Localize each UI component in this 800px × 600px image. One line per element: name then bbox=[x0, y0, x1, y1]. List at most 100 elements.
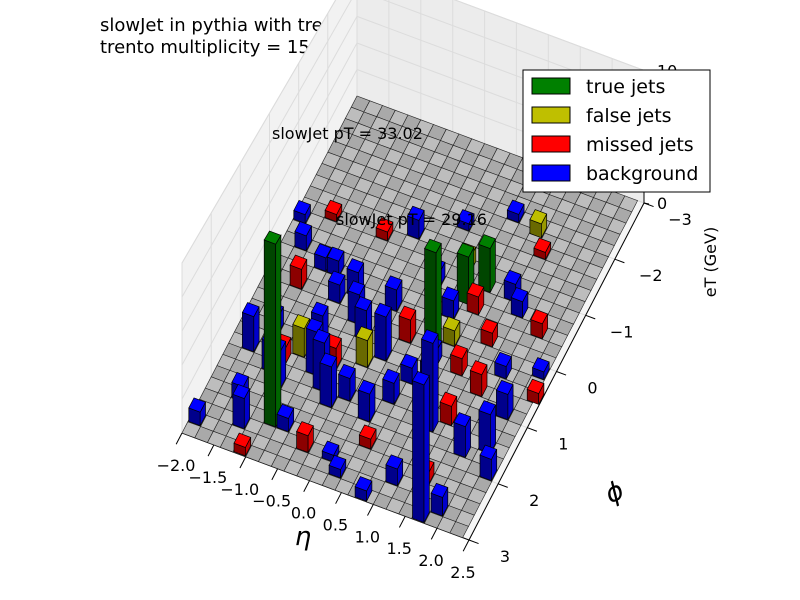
bar-face-top bbox=[478, 234, 496, 250]
bar-face-top bbox=[289, 254, 308, 270]
bar-face-top bbox=[374, 302, 392, 318]
z-axis-label: eT (GeV) bbox=[701, 227, 720, 297]
bar-background bbox=[382, 368, 400, 405]
x-tick-mark bbox=[239, 456, 247, 469]
x-tick-mark bbox=[430, 527, 438, 540]
bar-background bbox=[478, 400, 497, 454]
bar-face-top bbox=[326, 246, 345, 262]
bar-face-top bbox=[358, 424, 377, 440]
bar-face-top bbox=[384, 275, 403, 291]
bar-missed-jets bbox=[398, 305, 417, 344]
legend-entry-false-jets: false jets bbox=[531, 105, 672, 127]
bar-missed-jets bbox=[358, 424, 377, 450]
bar-face-top bbox=[420, 329, 439, 344]
x-tick-label: −2.0 bbox=[157, 456, 196, 475]
bar-face-top bbox=[478, 400, 497, 416]
y-tick-label: −1 bbox=[610, 322, 634, 341]
bar-face-top bbox=[398, 305, 417, 321]
legend-label-true-jets: true jets bbox=[586, 76, 665, 98]
bar-face-front bbox=[319, 362, 332, 409]
x-tick-mark bbox=[462, 539, 470, 552]
bar-face-top bbox=[232, 383, 251, 400]
bar-missed-jets bbox=[233, 432, 252, 457]
x-tick-label: 1.0 bbox=[355, 527, 380, 546]
bar-missed-jets bbox=[533, 237, 552, 260]
bar-background bbox=[453, 412, 472, 459]
bar-missed-jets bbox=[450, 344, 468, 377]
y-tick-label: 2 bbox=[529, 491, 539, 510]
bar-face-front bbox=[374, 312, 387, 362]
bar-face-front bbox=[478, 243, 491, 294]
bar-background bbox=[188, 397, 206, 427]
bar-face-top bbox=[453, 412, 472, 428]
bar-face-front bbox=[357, 389, 371, 423]
bar-face-top bbox=[276, 403, 295, 419]
x-axis-label: η bbox=[295, 522, 311, 552]
x-tick-label: −1.5 bbox=[188, 468, 227, 487]
bar-face-top bbox=[442, 316, 461, 332]
bar-face-top bbox=[510, 287, 529, 303]
bar-face-top bbox=[241, 302, 260, 318]
bar-missed-jets bbox=[526, 378, 545, 405]
bar-face-top bbox=[532, 357, 550, 373]
y-tick-label: 1 bbox=[558, 435, 568, 454]
bar-background bbox=[400, 353, 418, 385]
bar-face-top bbox=[321, 440, 340, 456]
bar-missed-jets bbox=[469, 360, 488, 398]
bar-background bbox=[241, 302, 260, 353]
legend-label-false-jets: false jets bbox=[586, 105, 672, 127]
bar-face-top bbox=[312, 328, 331, 344]
y-tick-label: 3 bbox=[500, 547, 510, 566]
bar-face-top bbox=[526, 378, 545, 395]
bar-background bbox=[407, 205, 425, 240]
bar-face-top bbox=[263, 230, 282, 245]
y-tick-mark bbox=[497, 483, 508, 488]
bar-face-top bbox=[479, 444, 498, 460]
bars-group bbox=[188, 199, 552, 524]
bar-face-top bbox=[480, 318, 499, 334]
legend-entry-background: background bbox=[531, 163, 698, 185]
bar-background bbox=[374, 302, 392, 362]
bar-missed-jets bbox=[289, 254, 308, 290]
bar-face-top bbox=[506, 199, 525, 215]
bar-face-top bbox=[450, 344, 468, 360]
bar-face-top bbox=[495, 379, 514, 395]
bar-background bbox=[385, 454, 404, 487]
bar-missed-jets bbox=[466, 282, 485, 316]
bar-face-top bbox=[357, 379, 376, 395]
x-tick-mark bbox=[175, 432, 183, 445]
bar-background bbox=[411, 370, 430, 524]
bar-face-front bbox=[232, 393, 245, 430]
bar-background bbox=[430, 482, 449, 517]
bar-face-top bbox=[296, 421, 314, 437]
bar-background bbox=[327, 270, 346, 305]
bar-face-top bbox=[382, 368, 400, 384]
bar-face-top bbox=[354, 476, 373, 492]
bar-false-jets bbox=[355, 326, 374, 368]
y-tick-label: −2 bbox=[639, 266, 663, 285]
bar-missed-jets bbox=[530, 309, 549, 340]
bar-face-top bbox=[533, 237, 552, 253]
bar-background bbox=[441, 286, 460, 320]
bar-background bbox=[357, 379, 376, 423]
bar-background bbox=[510, 287, 529, 319]
bar-background bbox=[532, 357, 550, 381]
annotation-jet-2: slowJet pT = 29.16 bbox=[336, 210, 487, 229]
bar-face-top bbox=[292, 314, 311, 330]
bar-false-jets bbox=[529, 209, 548, 239]
bar-face-top bbox=[441, 286, 460, 302]
bar-face-top bbox=[310, 301, 329, 317]
bar-face-top bbox=[324, 199, 343, 216]
bar-missed-jets bbox=[439, 391, 458, 427]
x-tick-label: 0.5 bbox=[323, 515, 348, 534]
bar-face-top bbox=[347, 280, 366, 296]
legend-label-missed-jets: missed jets bbox=[586, 134, 694, 156]
x-tick-label: 2.0 bbox=[418, 551, 443, 570]
bar-background bbox=[384, 275, 403, 312]
bar-face-top bbox=[466, 282, 485, 298]
x-tick-mark bbox=[398, 515, 406, 528]
bar-face-front bbox=[412, 380, 425, 524]
legend-entry-missed-jets: missed jets bbox=[531, 134, 694, 156]
bar-face-top bbox=[469, 360, 488, 376]
